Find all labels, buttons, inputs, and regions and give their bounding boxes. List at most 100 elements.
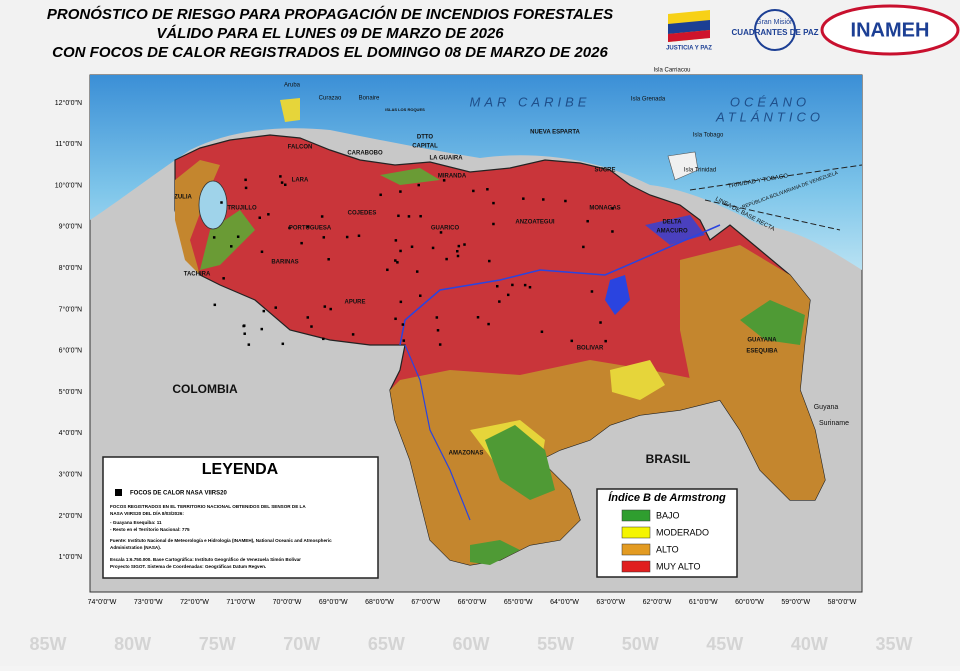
hotspot xyxy=(242,324,245,328)
hotspot xyxy=(570,339,574,343)
hotspot xyxy=(379,193,382,197)
hotspot xyxy=(476,316,480,319)
hotspot xyxy=(472,189,475,193)
place-label: SUCRE xyxy=(594,168,615,174)
place-label: DTTO xyxy=(417,135,434,141)
zone-bajo xyxy=(470,540,520,565)
place-label: GUARICO xyxy=(431,226,460,232)
hotspot xyxy=(511,283,514,287)
index-legend-title: Índice B de Armstrong xyxy=(608,491,726,504)
background-label: 60W xyxy=(452,634,489,654)
hotspot xyxy=(506,293,510,297)
place-label: BRASIL xyxy=(646,452,691,466)
hotspot xyxy=(407,215,411,218)
zone-bajo xyxy=(740,300,805,345)
legend-line: Fuente: Instituto Nacional de Meteorolog… xyxy=(110,538,332,543)
hotspot xyxy=(323,305,327,308)
place-label: ISLAS LOS ROQUES xyxy=(385,107,425,112)
hotspot xyxy=(410,245,414,248)
index-label: BAJO xyxy=(656,510,680,520)
hotspot xyxy=(442,179,446,182)
flag xyxy=(668,30,710,42)
hotspot xyxy=(306,316,310,319)
maritime-line xyxy=(704,199,841,231)
hotspot xyxy=(590,290,594,293)
place-label: COJEDES xyxy=(348,211,377,217)
hotspot xyxy=(327,258,330,261)
hotspot xyxy=(230,245,233,248)
hotspot xyxy=(267,213,270,216)
latitude-label: 12°0'0"N xyxy=(55,99,82,107)
logo-text: Gran Misión xyxy=(756,19,794,26)
latitude-label: 10°0'0"N xyxy=(55,181,82,189)
place-label: Isla Grenada xyxy=(631,97,666,103)
hotspot xyxy=(396,261,399,264)
place-label: MIRANDA xyxy=(438,174,467,180)
hotspot xyxy=(457,244,461,248)
longitude-label: 62°0'0"W xyxy=(643,598,672,606)
hotspot xyxy=(488,259,491,263)
place-label: Aruba xyxy=(284,83,301,89)
hotspot xyxy=(439,231,443,234)
hotspot xyxy=(419,294,422,297)
title-line: CON FOCOS DE CALOR REGISTRADOS EL DOMING… xyxy=(52,44,608,61)
hotspot xyxy=(436,329,440,332)
hotspot xyxy=(492,201,495,205)
index-legend-box xyxy=(596,488,738,578)
logo-ring xyxy=(754,9,796,51)
hotspot xyxy=(486,188,489,191)
longitude-label: 63°0'0"W xyxy=(596,598,625,606)
hotspot-label: FOCOS DE CALOR NASA VIIRS20 xyxy=(130,491,227,497)
hotspot xyxy=(540,330,544,334)
legend-text: FOCOS REGISTRADOS EN EL TERRITORIO NACIO… xyxy=(110,504,332,569)
lake xyxy=(198,180,228,230)
latitude-label: 7°0'0"N xyxy=(59,305,82,313)
hotspot xyxy=(394,259,397,262)
hotspot xyxy=(322,236,326,239)
hotspot xyxy=(394,317,397,321)
hotspot xyxy=(611,207,614,210)
hotspot xyxy=(310,325,313,328)
place-label: ESEQUIBA xyxy=(746,349,778,355)
hotspots xyxy=(212,175,614,346)
hotspot xyxy=(456,254,460,258)
longitude-label: 66°0'0"W xyxy=(458,598,487,606)
longitude-label: 64°0'0"W xyxy=(550,598,579,606)
logo-text: INAMEH xyxy=(851,19,930,41)
zone-moderado xyxy=(280,98,300,122)
place-label: LARA xyxy=(292,178,309,184)
place-label: Guyana xyxy=(814,404,839,411)
logo-ring xyxy=(820,4,960,56)
latitude-label: 3°0'0"N xyxy=(59,471,82,479)
river xyxy=(404,344,471,521)
zone-bajo xyxy=(380,168,440,185)
legend-box xyxy=(102,456,379,579)
hotspot xyxy=(463,243,466,246)
latitude-label: 4°0'0"N xyxy=(59,429,82,437)
longitude-label: 65°0'0"W xyxy=(504,598,533,606)
hotspot xyxy=(274,306,278,309)
hotspot xyxy=(243,332,246,335)
index-swatch xyxy=(621,560,651,573)
latitude-label: 2°0'0"N xyxy=(59,512,82,520)
hotspot xyxy=(322,337,325,341)
hotspot xyxy=(401,323,405,326)
place-label: AMAZONAS xyxy=(449,451,484,457)
background-label: 70W xyxy=(283,634,320,654)
place-label: Isla Carriacou xyxy=(653,68,690,74)
longitude-label: 59°0'0"W xyxy=(781,598,810,606)
place-label: LA GUAIRA xyxy=(429,156,463,162)
place-label: ATLÁNTICO xyxy=(715,109,824,124)
background-label: 80W xyxy=(114,634,151,654)
hotspot xyxy=(399,249,402,253)
hotspot xyxy=(329,307,332,311)
place-label: ANZOATEGUI xyxy=(515,220,555,226)
legend-line: Escala 1:6.750.000. Base Cartográfica: I… xyxy=(110,557,301,562)
hotspot xyxy=(586,219,589,223)
hotspot xyxy=(213,303,217,307)
hotspot xyxy=(419,214,422,218)
longitude-label: 70°0'0"W xyxy=(273,598,302,606)
hotspot xyxy=(435,316,439,319)
hotspot xyxy=(582,245,585,249)
